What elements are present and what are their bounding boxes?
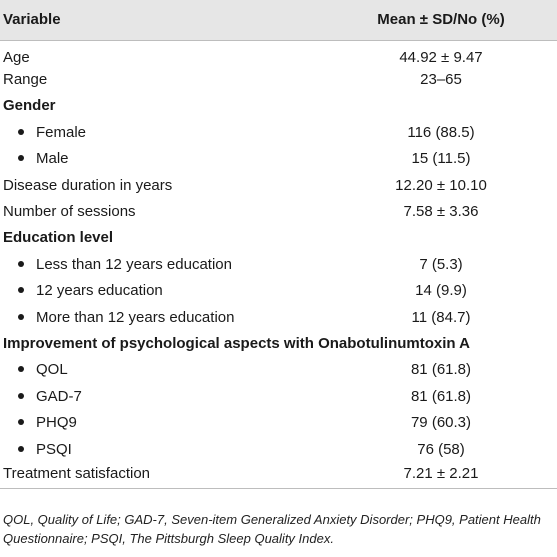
table-row: PHQ9 79 (60.3): [0, 409, 557, 435]
bullet-icon: [18, 128, 24, 135]
row-label-cell: QOL: [0, 357, 335, 383]
row-value: 7.21 ± 2.21: [335, 462, 557, 490]
table-row: 12 years education 14 (9.9): [0, 278, 557, 304]
row-label: Number of sessions: [3, 203, 136, 221]
table-row: Range 23–65: [0, 66, 557, 92]
demographics-table: Variable Mean ± SD/No (%) Age 44.92 ± 9.4…: [0, 0, 557, 490]
row-value: 23–65: [420, 71, 462, 89]
row-label-cell: Treatment satisfaction: [0, 462, 335, 490]
table-row: Number of sessions 7.58 ± 3.36: [0, 198, 557, 224]
header-variable: Variable: [0, 0, 335, 41]
section-row: Gender: [0, 93, 557, 119]
row-label-cell: Female: [0, 119, 335, 145]
row-label: Improvement of psychological aspects wit…: [3, 334, 470, 352]
row-label-cell: GAD-7: [0, 383, 335, 409]
row-value: 12.20 ± 10.10: [395, 176, 487, 194]
row-label-cell: Number of sessions: [0, 198, 335, 224]
table-header-row: Variable Mean ± SD/No (%): [0, 0, 557, 41]
row-value: 81 (61.8): [410, 361, 472, 379]
row-label: 12 years education: [36, 282, 163, 300]
bullet-icon: [18, 366, 24, 373]
table-row: Female 116 (88.5): [0, 119, 557, 145]
data-table-container: Variable Mean ± SD/No (%) Age 44.92 ± 9.4…: [0, 0, 557, 490]
row-label: QOL: [36, 361, 68, 379]
table-row: Age 44.92 ± 9.47: [0, 40, 557, 66]
row-value: 7 (5.3): [419, 255, 463, 273]
table-row: More than 12 years education 11 (84.7): [0, 304, 557, 330]
row-label-cell: Improvement of psychological aspects wit…: [0, 330, 470, 356]
table-row: PSQI 76 (58): [0, 436, 557, 462]
row-label: Treatment satisfaction: [3, 464, 151, 482]
row-label: Less than 12 years education: [36, 255, 232, 273]
row-value: 79 (60.3): [410, 414, 472, 432]
row-value: 116 (88.5): [407, 123, 475, 141]
row-label: Male: [36, 150, 69, 168]
row-value: 14 (9.9): [415, 282, 467, 300]
row-label: Disease duration in years: [3, 176, 173, 194]
row-value: 44.92 ± 9.47: [399, 48, 483, 66]
row-label-cell: PHQ9: [0, 409, 335, 435]
row-label-cell: Gender: [0, 93, 335, 119]
row-label-cell: Male: [0, 146, 335, 172]
bullet-icon: [18, 155, 24, 162]
table-row: Treatment satisfaction 7.21 ± 2.21: [0, 462, 557, 490]
row-label-cell: Age: [0, 40, 335, 66]
row-label: PSQI: [36, 440, 72, 458]
row-value: 76 (58): [417, 440, 465, 458]
table-row: QOL 81 (61.8): [0, 357, 557, 383]
row-label: Age: [3, 48, 30, 66]
bullet-icon: [18, 419, 24, 426]
table-row: Male 15 (11.5): [0, 146, 557, 172]
header-value: Mean ± SD/No (%): [335, 0, 557, 41]
table-row: Disease duration in years 12.20 ± 10.10: [0, 172, 557, 198]
bullet-icon: [18, 260, 24, 267]
row-label-cell: Range: [0, 66, 335, 92]
row-label-cell: More than 12 years education: [0, 304, 335, 330]
row-label: GAD-7: [36, 387, 82, 405]
section-row: Education level: [0, 225, 557, 251]
row-value: 15 (11.5): [411, 150, 471, 168]
bullet-icon: [18, 313, 24, 320]
row-label: Female: [36, 123, 87, 141]
bullet-icon: [18, 392, 24, 399]
table-row: GAD-7 81 (61.8): [0, 383, 557, 409]
row-label-cell: Education level: [0, 225, 335, 251]
row-label-cell: PSQI: [0, 436, 335, 462]
row-label: Education level: [3, 229, 114, 247]
row-value: [335, 225, 557, 251]
bullet-icon: [18, 445, 24, 452]
bullet-icon: [18, 287, 24, 294]
row-label: Range: [3, 71, 48, 89]
row-label-cell: Less than 12 years education: [0, 251, 335, 277]
row-value: [335, 93, 557, 119]
section-row: Improvement of psychological aspects wit…: [0, 330, 557, 356]
row-value: 81 (61.8): [410, 387, 472, 405]
row-label: PHQ9: [36, 414, 77, 432]
row-label-cell: Disease duration in years: [0, 172, 335, 198]
row-label-cell: 12 years education: [0, 278, 335, 304]
row-value: 7.58 ± 3.36: [403, 203, 479, 221]
table-footnote: QOL, Quality of Life; GAD-7, Seven-item …: [3, 512, 541, 546]
table-body: Age 44.92 ± 9.47 Range 23–65 Gender Female 116…: [0, 40, 557, 490]
row-value: 11 (84.7): [411, 308, 471, 326]
row-label: Gender: [3, 97, 56, 115]
row-label: More than 12 years education: [36, 308, 235, 326]
table-row: Less than 12 years education 7 (5.3): [0, 251, 557, 277]
